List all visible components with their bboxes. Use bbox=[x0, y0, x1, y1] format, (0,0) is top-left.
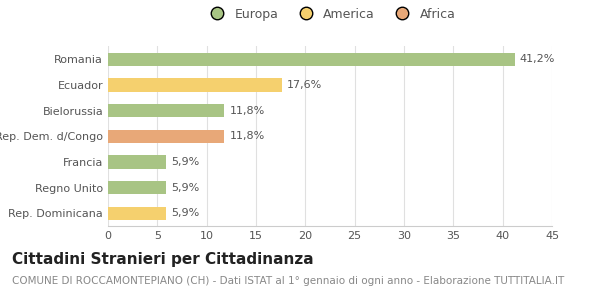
Bar bbox=[108, 104, 224, 117]
Bar bbox=[108, 155, 166, 169]
Bar bbox=[108, 78, 281, 92]
Text: 41,2%: 41,2% bbox=[520, 54, 555, 64]
Text: 11,8%: 11,8% bbox=[229, 106, 265, 116]
Text: Cittadini Stranieri per Cittadinanza: Cittadini Stranieri per Cittadinanza bbox=[12, 252, 314, 267]
Text: 11,8%: 11,8% bbox=[229, 131, 265, 141]
Text: 5,9%: 5,9% bbox=[171, 157, 199, 167]
Bar bbox=[108, 52, 515, 66]
Text: 5,9%: 5,9% bbox=[171, 208, 199, 218]
Bar bbox=[108, 130, 224, 143]
Bar bbox=[108, 181, 166, 194]
Text: 17,6%: 17,6% bbox=[287, 80, 322, 90]
Legend: Europa, America, Africa: Europa, America, Africa bbox=[199, 3, 461, 26]
Text: COMUNE DI ROCCAMONTEPIANO (CH) - Dati ISTAT al 1° gennaio di ogni anno - Elabora: COMUNE DI ROCCAMONTEPIANO (CH) - Dati IS… bbox=[12, 276, 564, 285]
Bar bbox=[108, 207, 166, 220]
Text: 5,9%: 5,9% bbox=[171, 183, 199, 193]
